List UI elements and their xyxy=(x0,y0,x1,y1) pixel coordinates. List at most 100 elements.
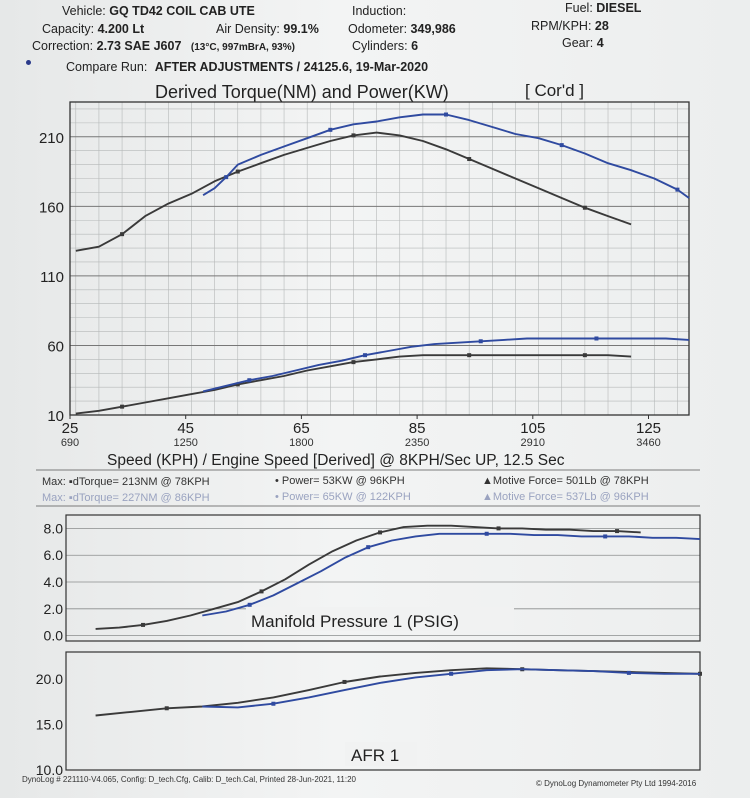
afr-ytick-label: 15.0 xyxy=(36,717,63,733)
vehicle-field: Vehicle: GQ TD42 COIL CAB UTE xyxy=(62,4,255,18)
footer-config: DynoLog # 221110-V4.065, Config: D_tech.… xyxy=(22,775,356,784)
main-series-line-1 xyxy=(202,113,690,199)
rpm-kph-value: 28 xyxy=(594,19,609,33)
fuel-field: Fuel: DIESEL xyxy=(565,1,642,15)
legend-power-max-compare: • Power= 65KW @ 122KPH xyxy=(275,491,411,503)
manifold-series-marker-1 xyxy=(484,531,489,536)
main-xtick-label: 65 xyxy=(293,420,310,437)
rpm-kph-field: RPM/KPH: 28 xyxy=(531,19,609,33)
afr-chart-title-bg xyxy=(345,742,417,766)
main-xtick-label: 125 xyxy=(636,420,661,437)
main-xtick-rpm-label: 690 xyxy=(61,437,79,449)
manifold-ytick-label: 0.0 xyxy=(44,628,64,644)
fuel-value: DIESEL xyxy=(596,1,642,15)
main-series-marker-0 xyxy=(120,232,125,237)
main-series-marker-2 xyxy=(351,360,356,365)
legend-force-max-compare: ▲Motive Force= 537Lb @ 96KPH xyxy=(482,491,649,503)
main-ytick-label: 110 xyxy=(40,269,64,286)
main-series-marker-1 xyxy=(224,175,229,180)
main-series-marker-0 xyxy=(467,157,472,162)
main-chart-title: Derived Torque(NM) and Power(KW) xyxy=(155,82,449,102)
gear-value: 4 xyxy=(596,36,604,50)
manifold-chart-frame xyxy=(65,514,701,642)
manifold-series-marker-0 xyxy=(141,622,146,627)
afr-series-marker-0 xyxy=(342,679,347,684)
gear-field: Gear: 4 xyxy=(562,36,604,50)
afr-chart-frame xyxy=(65,651,701,771)
main-xtick-label: 45 xyxy=(177,420,194,437)
main-series-marker-3 xyxy=(363,353,368,358)
main-series-marker-0 xyxy=(582,205,587,210)
manifold-series-marker-1 xyxy=(366,545,371,550)
main-ytick-label: 210 xyxy=(39,130,64,147)
afr-series-marker-1 xyxy=(449,671,454,676)
main-series-marker-3 xyxy=(478,339,483,344)
main-series-line-3 xyxy=(202,337,690,393)
main-chart-frame xyxy=(69,101,690,416)
cylinders-field: Cylinders: 6 xyxy=(352,39,419,53)
main-series-marker-1 xyxy=(675,187,680,192)
footer-copyright: © DynoLog Dynamometer Pty Ltd 1994-2016 xyxy=(536,779,697,788)
capacity-field: Capacity: 4.200 Lt xyxy=(42,22,145,36)
afr-chart-yaxis: 10.0 15.0 20.0 xyxy=(36,671,63,778)
correction-field: Correction: 2.73 SAE J607 (13°C, 997mBrA… xyxy=(32,39,295,53)
manifold-chart-title-bg xyxy=(246,607,514,631)
main-chart-grid xyxy=(70,102,689,415)
compare-run-value: AFTER ADJUSTMENTS / 24125.6, 19-Mar-2020 xyxy=(154,60,429,74)
afr-series-marker-1 xyxy=(626,670,631,675)
manifold-series-marker-1 xyxy=(603,534,608,539)
manifold-series-marker-0 xyxy=(378,530,383,535)
main-xtick-rpm-label: 2350 xyxy=(405,437,429,449)
correction-conditions: (13°C, 997mBrA, 93%) xyxy=(190,42,295,53)
afr-series-line-0 xyxy=(95,667,701,717)
manifold-series-line-0 xyxy=(95,524,641,630)
main-series-marker-3 xyxy=(594,336,599,341)
main-series-marker-2 xyxy=(467,353,472,358)
legend-force-max-run: ▲Motive Force= 501Lb @ 78KPH xyxy=(482,475,649,487)
afr-series-marker-0 xyxy=(164,706,169,711)
main-series-marker-0 xyxy=(235,169,240,174)
afr-series-marker-1 xyxy=(271,701,276,706)
cylinders-value: 6 xyxy=(411,39,419,53)
manifold-series-marker-0 xyxy=(615,529,620,534)
main-xtick-rpm-label: 2910 xyxy=(521,437,545,449)
main-xtick-label: 25 xyxy=(62,420,79,437)
main-xtick-label: 85 xyxy=(409,420,426,437)
correction-value: 2.73 SAE J607 xyxy=(96,39,182,53)
main-series-marker-2 xyxy=(120,404,125,409)
afr-chart-series xyxy=(95,667,702,717)
main-xtick-rpm-label: 3460 xyxy=(636,437,660,449)
main-series-marker-1 xyxy=(444,112,449,117)
main-ytick-label: 60 xyxy=(47,338,64,355)
vehicle-value: GQ TD42 COIL CAB UTE xyxy=(109,4,255,18)
afr-ytick-label: 10.0 xyxy=(36,762,63,778)
main-chart-yaxis: 10 60 110 160 210 xyxy=(39,130,64,425)
legend-torque-max-compare: Max: ▪dTorque= 227NM @ 86KPH xyxy=(42,492,210,504)
air-density-value: 99.1% xyxy=(283,22,319,36)
manifold-chart-yaxis: 0.0 2.0 4.0 6.0 8.0 xyxy=(44,520,64,643)
main-series-marker-1 xyxy=(559,143,564,148)
legend-power-max-run: • Power= 53KW @ 96KPH xyxy=(275,475,405,487)
main-xtick-rpm-label: 1800 xyxy=(289,437,313,449)
legend-torque-max-run: Max: ▪dTorque= 213NM @ 78KPH xyxy=(42,476,210,488)
manifold-chart-title: Manifold Pressure 1 (PSIG) xyxy=(251,612,459,631)
compare-run-field: Compare Run: AFTER ADJUSTMENTS / 24125.6… xyxy=(66,60,429,74)
afr-ytick-label: 20.0 xyxy=(36,671,63,687)
manifold-series-marker-0 xyxy=(259,589,264,594)
manifold-series-line-1 xyxy=(202,532,701,617)
main-chart-xlabel: Speed (KPH) / Engine Speed [Derived] @ 8… xyxy=(107,452,565,469)
afr-chart-title: AFR 1 xyxy=(351,746,399,765)
odometer-field: Odometer: 349,986 xyxy=(348,22,456,36)
air-density-field: Air Density: 99.1% xyxy=(216,22,319,36)
main-series-marker-2 xyxy=(582,353,587,358)
main-ytick-label: 10 xyxy=(47,408,64,425)
induction-field: Induction: xyxy=(352,4,407,18)
main-series-marker-0 xyxy=(351,133,356,138)
manifold-chart-series xyxy=(95,524,701,630)
main-xtick-label: 105 xyxy=(520,420,545,437)
main-series-marker-1 xyxy=(328,127,333,132)
manifold-ytick-label: 6.0 xyxy=(44,547,64,563)
manifold-ytick-label: 8.0 xyxy=(44,520,64,536)
